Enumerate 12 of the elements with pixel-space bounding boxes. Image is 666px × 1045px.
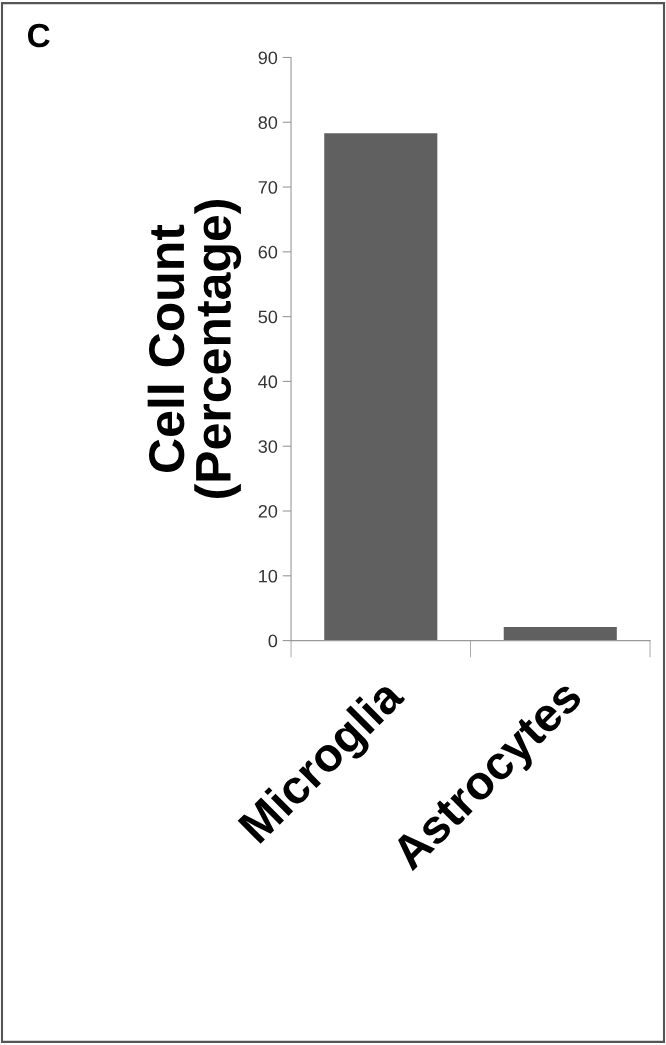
y-tick-label: 70	[258, 180, 278, 194]
y-tick-label: 40	[258, 375, 278, 389]
y-tick-label: 20	[258, 504, 278, 518]
y-tick-label: 80	[258, 116, 278, 129]
y-tick-label: 60	[258, 245, 278, 259]
y-tick-label: 90	[258, 51, 278, 65]
y-axis-title: Cell Count (Percentage)	[147, 200, 242, 498]
y-tick-label: 30	[258, 440, 278, 453]
y-tick-label: 0	[268, 634, 278, 648]
text: C	[28, 23, 50, 48]
y-tick-label: 10	[259, 569, 278, 583]
y-tick-label: 50	[258, 310, 278, 324]
